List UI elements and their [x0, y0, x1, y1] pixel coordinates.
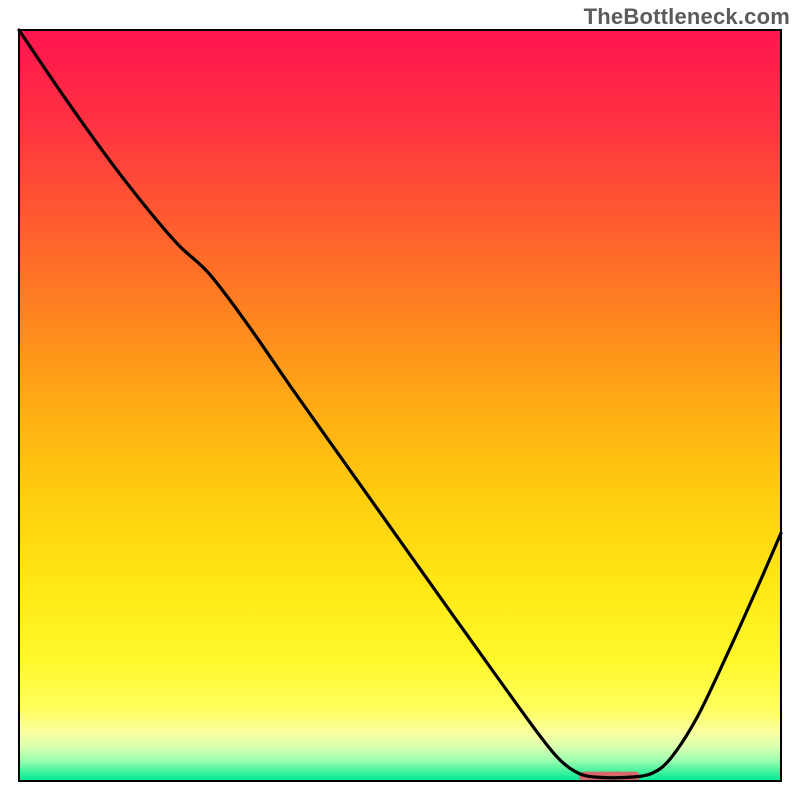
plot-background: [19, 30, 781, 781]
chart-container: TheBottleneck.com: [0, 0, 800, 800]
watermark-text: TheBottleneck.com: [584, 4, 790, 30]
gradient-curve-chart: [0, 0, 800, 800]
